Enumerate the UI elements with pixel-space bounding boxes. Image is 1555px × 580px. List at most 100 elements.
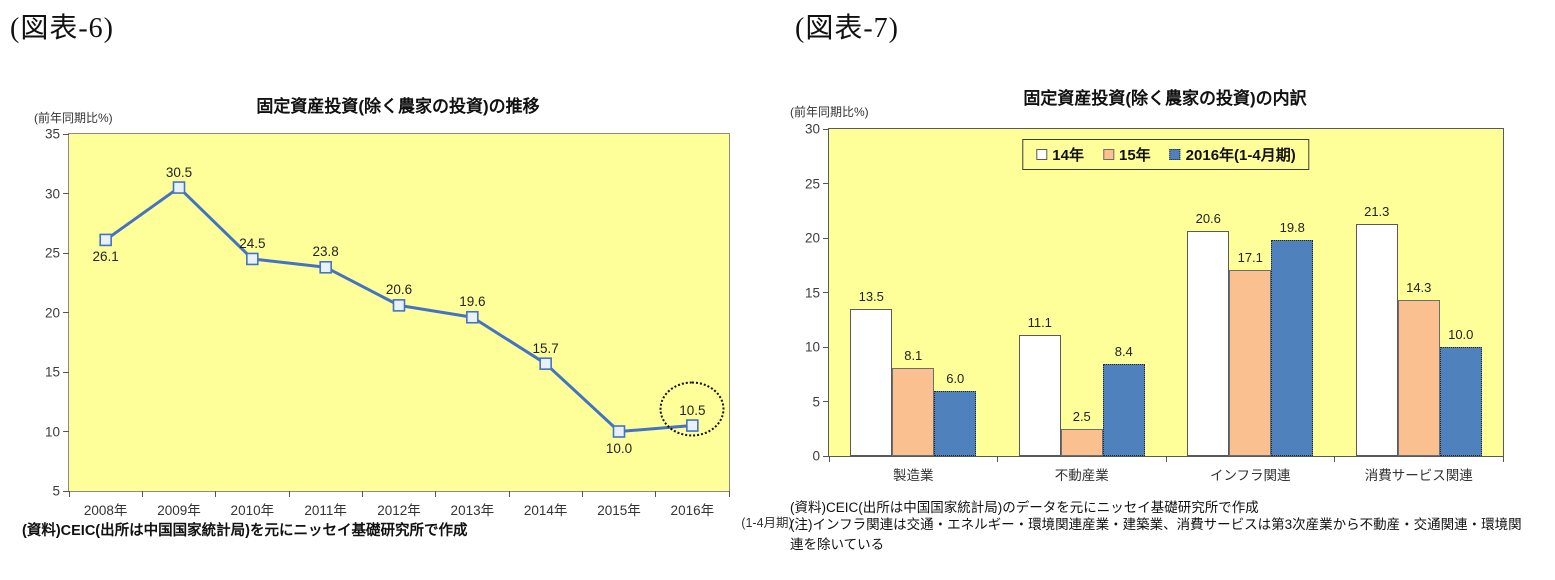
x-axis-tick [68,491,70,497]
bar [1102,364,1145,456]
legend-item-label: 15年 [1118,147,1151,164]
bar [850,308,893,456]
y-axis-tick [63,133,69,135]
x-axis-tick-label: 2012年 [377,503,421,518]
legend-item: 2016年(1-4月期) [1169,144,1296,165]
figure6-source-text: (資料)CEIC(出所は中国国家統計局)を元にニッセイ基礎研究所で作成 [22,523,468,539]
x-axis-tick-label: 2009年 [157,503,201,518]
bar [1439,347,1482,456]
y-axis-tick-label: 15 [44,364,60,380]
figure7-unit-label: (前年同期比%) [790,105,869,119]
x-axis-tick-label: 消費サービス関連 [1364,468,1473,483]
y-axis-tick [63,252,69,254]
legend-item-label: 2016年(1-4月期) [1185,147,1296,164]
data-point-label: 26.1 [92,248,119,264]
x-axis-tick [435,491,437,497]
x-axis-tick [215,491,217,497]
data-point-marker [99,233,112,247]
x-axis-tick [1502,456,1504,462]
y-axis-tick-label: 20 [804,230,820,246]
y-axis-tick [823,401,829,402]
x-axis-tick [288,491,290,497]
figure6-plot-area: 35 30 25 20 15 10 5 2008年 2009年 2010年 2011年 2012年 20… [45,127,730,518]
figure6-title: 固定資産投資(除く農家の投資)の推移 [256,97,540,116]
x-axis-tick-label: インフラ関連 [1209,468,1291,483]
y-axis-tick [823,237,829,239]
x-axis-tick-label: 2015年 [597,503,641,518]
x-axis-tick [997,456,998,462]
y-axis-tick-label: 30 [804,121,820,137]
figure7-title: 固定資産投資(除く農家の投資)の内訳 [1023,89,1307,108]
bar-value-label: 21.3 [1364,203,1390,219]
legend-item: 15年 [1102,144,1151,165]
x-axis-tick [581,491,583,497]
y-axis-tick [63,371,69,373]
bar [1355,223,1398,456]
legend: 14年 15年 2016年(1-4月期) [1022,139,1310,170]
bar [934,390,977,456]
y-axis-tick-label: 20 [44,305,60,320]
data-point-marker [612,425,626,438]
data-point-label: 30.5 [165,164,193,180]
bar [892,367,935,456]
legend-swatch-icon [1102,149,1114,160]
y-axis-tick-label: 10 [804,339,820,355]
bar-value-label: 20.6 [1195,211,1221,227]
figure6-unit-label: (前年同期比%) [34,111,113,125]
data-point-label: 10.0 [605,440,633,456]
x-axis-tick-label: 不動産業 [1054,468,1109,483]
data-point-label: 19.6 [459,294,486,310]
y-axis-tick-label: 30 [44,186,60,201]
x-axis-tick [828,456,830,462]
data-point-marker [172,181,186,194]
data-point-label: 20.6 [385,282,413,298]
y-axis-tick [63,490,69,492]
y-axis-tick [63,431,69,432]
y-axis-tick [823,292,829,293]
bar-value-label: 6.0 [946,370,965,386]
bar [1018,335,1061,456]
figure6-last-category-note: (1-4月期) [741,516,793,530]
data-point-marker [246,252,259,266]
data-point-marker [466,310,479,324]
y-axis-tick-label: 5 [812,394,820,409]
legend-item-label: 14年 [1052,147,1084,164]
data-point-marker [539,357,552,370]
data-point-label: 24.5 [239,235,266,251]
bar-value-label: 8.1 [904,347,923,363]
figure7-note-text: (注)インフラ関連は交通・エネルギー・環境関連産業・建築業、消費サービスは第3次… [790,517,1522,552]
y-axis-tick-label: 15 [804,285,820,300]
bar-value-label: 10.0 [1448,327,1474,342]
figure7-plot-area: 30 25 20 15 10 5 0 製造業 不動産業 インフラ関連 消費サービス関連 13.5 8.1… [805,122,1504,483]
y-axis-tick [823,128,829,130]
bar-value-label: 19.8 [1279,220,1305,236]
figure6-label: (図表-6) [10,13,114,44]
x-axis-tick [1165,456,1167,462]
y-axis-tick [63,193,69,194]
annotation-dotted-circle [659,381,725,437]
legend-swatch-icon [1036,149,1048,160]
figure7-label: (図表-7) [795,13,899,44]
x-axis-tick [508,491,510,497]
y-axis-tick-label: 10 [44,424,60,439]
y-axis-tick-label: 35 [44,126,60,142]
line-series [99,181,699,438]
bar-value-label: 2.5 [1072,408,1091,424]
bar [1229,269,1272,456]
x-axis-tick-label: 製造業 [893,468,934,483]
bar-value-label: 8.4 [1114,344,1133,360]
bar-value-label: 14.3 [1406,280,1432,296]
y-axis-tick [823,455,829,457]
bar-value-label: 17.1 [1237,249,1263,265]
figure7-source-text: (資料)CEIC(出所は中国国家統計局)のデータを元にニッセイ基礎研究所で作成 [790,500,1259,515]
bar-value-label: 13.5 [858,288,884,304]
y-axis-tick-label: 5 [52,483,60,499]
data-point-marker [392,299,406,312]
y-axis-tick-label: 25 [804,176,820,191]
x-axis-tick-label: 2011年 [304,503,347,518]
y-axis-tick-label: 25 [44,245,60,261]
bar [1187,231,1230,456]
bar [1397,300,1440,456]
bar [1060,428,1103,456]
